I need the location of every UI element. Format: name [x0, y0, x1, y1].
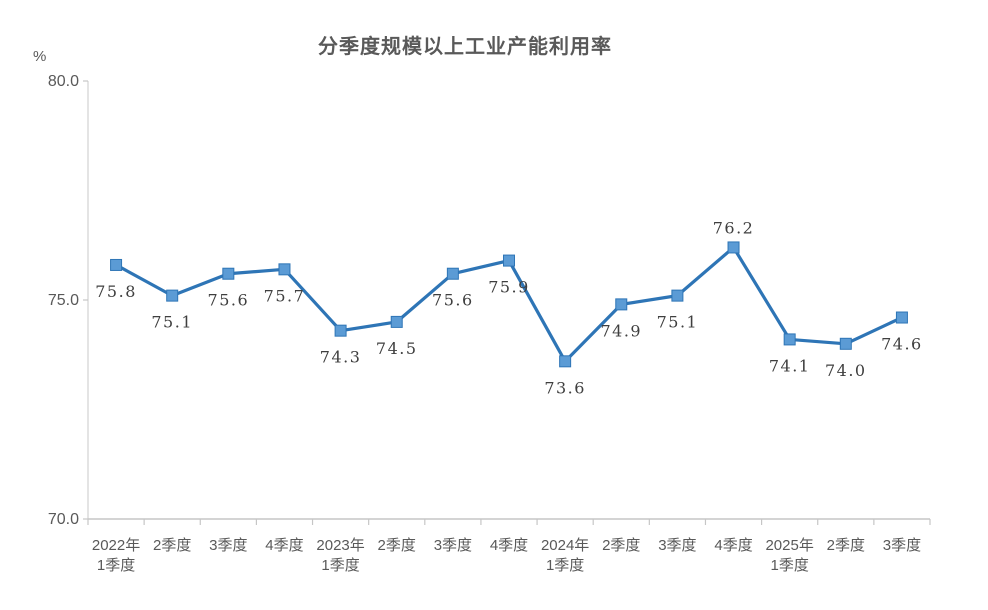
x-tick-label: 2025年 1季度 — [765, 537, 813, 574]
x-tick-label: 2022年 1季度 — [92, 537, 140, 574]
data-point-marker — [110, 258, 123, 271]
data-point-marker — [334, 324, 347, 337]
data-point-label: 74.9 — [600, 321, 642, 340]
data-point-label: 75.6 — [432, 291, 474, 310]
x-tick-label: 4季度 — [714, 537, 752, 554]
y-tick-label: 70.0 — [48, 511, 79, 528]
x-tick-label: 3季度 — [434, 537, 472, 554]
y-tick-label: 80.0 — [48, 73, 79, 90]
data-point-marker — [895, 311, 908, 324]
y-tick-label: 75.0 — [48, 292, 79, 309]
data-point-marker — [278, 263, 291, 276]
data-point-marker — [503, 254, 515, 267]
x-tick-label: 2季度 — [153, 537, 191, 554]
data-point-label: 76.2 — [713, 218, 755, 237]
x-tick-label: 2季度 — [378, 537, 416, 554]
data-point-label: 74.1 — [769, 356, 811, 375]
x-tick-label: 4季度 — [490, 537, 528, 554]
data-point-marker — [166, 289, 179, 302]
x-tick-label: 2024年 1季度 — [541, 537, 589, 574]
data-point-marker — [559, 355, 572, 368]
data-point-marker — [839, 337, 852, 350]
data-point-label: 75.1 — [151, 313, 193, 332]
data-point-marker — [727, 241, 740, 254]
data-point-label: 74.6 — [881, 335, 923, 354]
data-point-label: 75.9 — [488, 278, 530, 297]
data-point-marker — [222, 267, 235, 280]
x-tick-label: 3季度 — [209, 537, 247, 554]
x-tick-label: 2季度 — [602, 537, 640, 554]
data-point-label: 75.7 — [264, 286, 306, 305]
x-tick-label: 3季度 — [883, 537, 921, 554]
data-point-label: 74.0 — [825, 361, 867, 380]
data-point-marker — [671, 289, 684, 302]
data-point-label: 75.1 — [657, 313, 699, 332]
data-point-label: 74.5 — [376, 339, 418, 358]
chart-title: 分季度规模以上工业产能利用率 — [318, 36, 612, 58]
data-point-label: 74.3 — [320, 348, 362, 367]
data-point-marker — [783, 333, 796, 346]
data-point-marker — [390, 315, 403, 328]
x-tick-label: 3季度 — [658, 537, 696, 554]
y-axis-unit-label: % — [33, 48, 47, 65]
x-tick-label: 2季度 — [827, 537, 865, 554]
data-point-label: 75.8 — [95, 282, 137, 301]
x-tick-label: 2023年 1季度 — [316, 537, 364, 574]
data-point-label: 73.6 — [544, 378, 586, 397]
x-tick-label: 4季度 — [265, 537, 303, 554]
data-point-marker — [446, 267, 459, 280]
data-point-label: 75.6 — [208, 291, 250, 310]
data-point-marker — [615, 298, 628, 311]
